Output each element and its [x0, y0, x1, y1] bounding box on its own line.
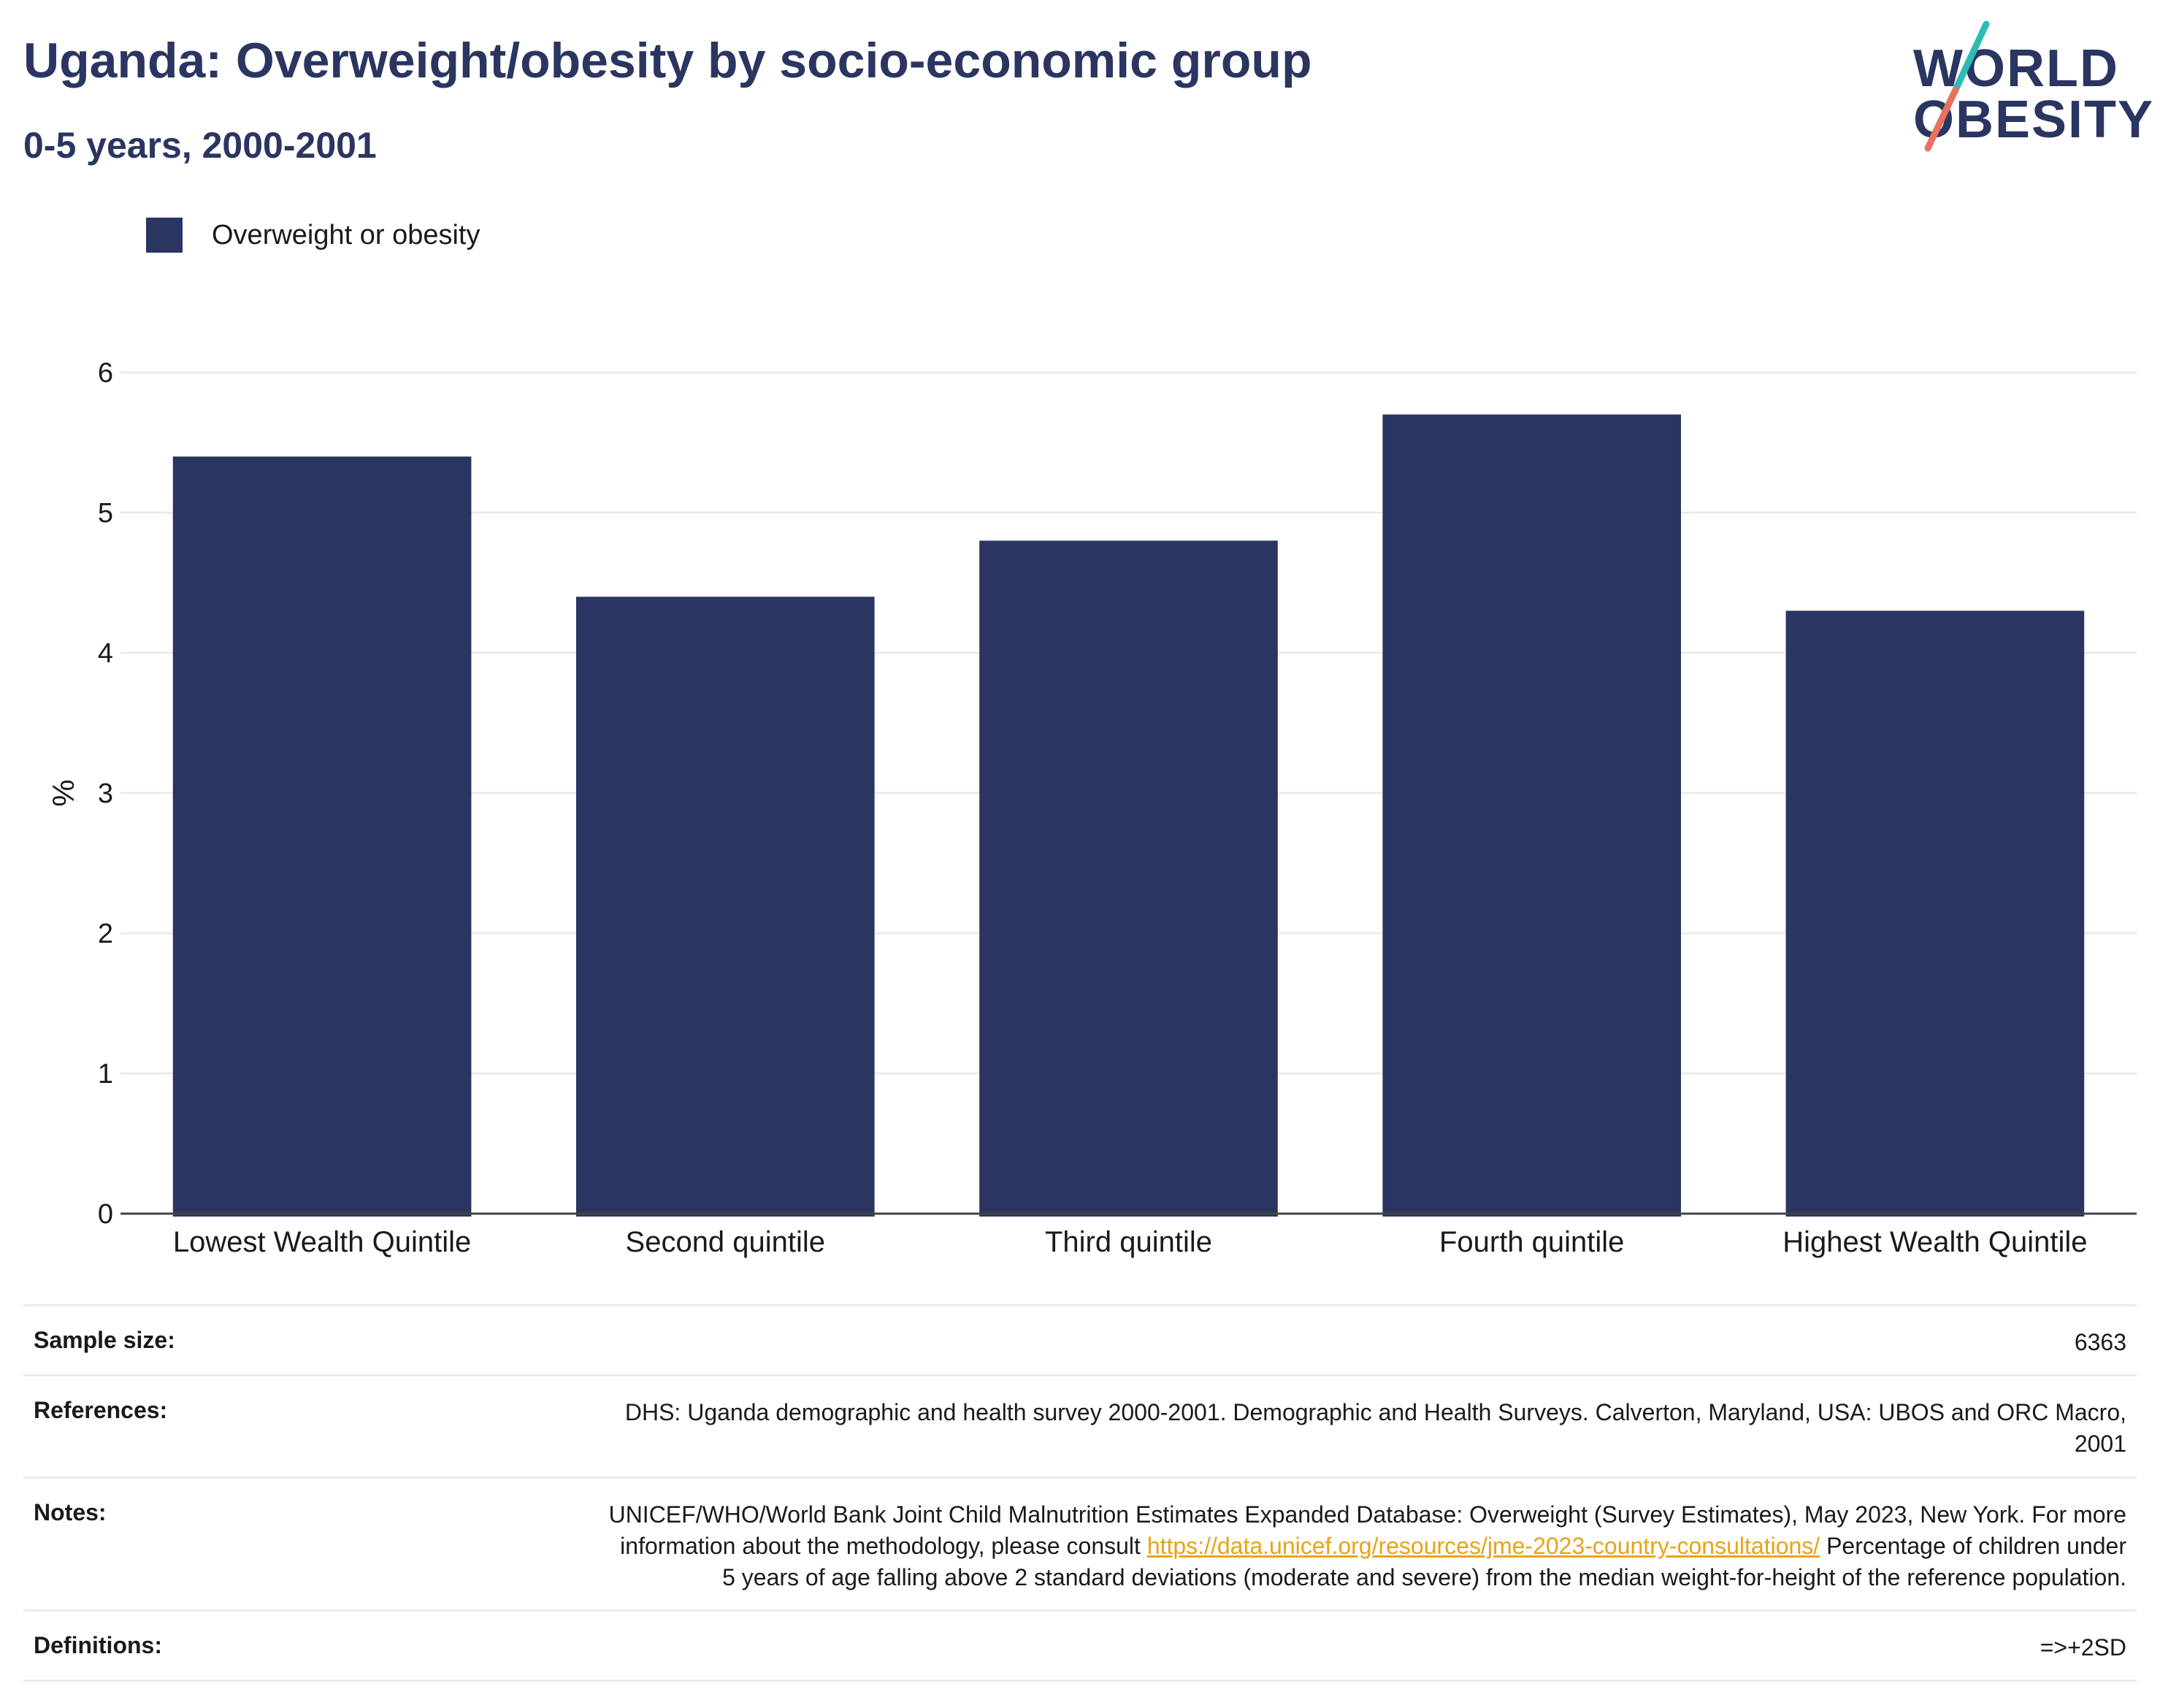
logo-line-1: WORLD [1913, 39, 2119, 98]
logo-slash-icon [1924, 20, 1990, 152]
y-tick-label: 6 [98, 358, 113, 388]
y-tick-label: 2 [98, 919, 113, 949]
y-axis-label: % [46, 779, 80, 806]
sample-size-label: Sample size: [34, 1327, 175, 1353]
references-value: DHS: Uganda demographic and health surve… [624, 1399, 2126, 1458]
references-label: References: [34, 1397, 168, 1424]
y-tick-label: 3 [98, 778, 113, 809]
chart-subtitle: 0-5 years, 2000-2001 [23, 125, 377, 166]
notes-text-1: UNICEF/WHO/World Bank Joint Child Malnut… [608, 1501, 2126, 1559]
definitions-value: =>+2SD [2040, 1634, 2126, 1661]
notes-text-2: Percentage of children under 5 years of … [722, 1532, 2126, 1590]
legend-label: Overweight or obesity [212, 219, 480, 250]
definitions-row: Definitions: =>+2SD [23, 1609, 2137, 1682]
sample-size-row: Sample size: 6363 [23, 1304, 2137, 1374]
bar[interactable] [575, 597, 875, 1217]
bar[interactable] [979, 540, 1278, 1217]
references-row: References: DHS: Uganda demographic and … [23, 1374, 2137, 1476]
notes-link[interactable]: https://data.unicef.org/resources/jme-20… [1146, 1532, 1820, 1559]
info-table: Sample size: 6363 References: DHS: Ugand… [23, 1304, 2137, 1682]
legend-swatch [146, 218, 183, 253]
definitions-label: Definitions: [34, 1632, 162, 1659]
legend: Overweight or obesity [146, 218, 480, 253]
x-tick-label: Lowest Wealth Quintile [173, 1226, 471, 1258]
notes-label: Notes: [34, 1498, 107, 1525]
notes-value: UNICEF/WHO/World Bank Joint Child Malnut… [608, 1499, 2126, 1594]
chart-title: Uganda: Overweight/obesity by socio-econ… [23, 33, 1312, 88]
y-tick-label: 4 [98, 638, 113, 669]
world-obesity-logo: WORLD OBESITY [1906, 20, 2153, 159]
x-tick-label: Third quintile [1045, 1226, 1212, 1258]
y-tick-label: 0 [98, 1199, 113, 1230]
bar[interactable] [1382, 414, 1682, 1217]
sample-size-value: 6363 [2074, 1329, 2126, 1355]
notes-row: Notes: UNICEF/WHO/World Bank Joint Child… [23, 1476, 2137, 1610]
x-tick-label: Highest Wealth Quintile [1782, 1226, 2087, 1258]
x-tick-label: Second quintile [626, 1226, 826, 1258]
bar[interactable] [172, 456, 472, 1217]
x-tick-label: Fourth quintile [1439, 1226, 1624, 1258]
bar-chart: 0 1 2 3 4 5 6 Lowest Wealth Quintile Second quin… [46, 358, 2137, 1258]
y-tick-label: 1 [98, 1059, 113, 1089]
y-tick-label: 5 [98, 498, 113, 529]
bar[interactable] [1785, 610, 2085, 1217]
